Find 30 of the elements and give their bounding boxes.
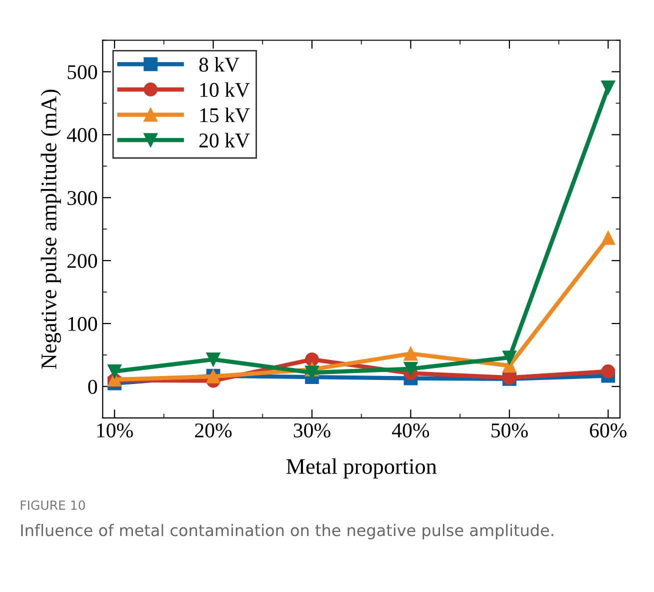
point [305,352,319,366]
y-tick-label: 500 [68,65,98,80]
legend-label: 20 kV [199,132,250,148]
legend-label: 10 kV [200,82,250,98]
y-tick-label: 400 [66,128,98,142]
text: Influence of metal contamination on the negative pulse amplitude. [21,524,554,540]
x-tick-label: 10% [97,423,133,438]
point [108,364,122,378]
x-tick-label: 60% [590,423,627,438]
point [601,230,616,245]
y-tick-label: 200 [67,254,98,268]
legend-label: 15 kV [200,108,250,122]
y-tick-label: 0 [88,380,98,394]
x-axis-title: Metal proportion [286,458,437,479]
legend-label: 8 kV [199,57,240,72]
point [502,350,516,364]
point [404,362,418,376]
x-tick-label: 20% [195,423,232,438]
point [601,80,616,94]
point [601,364,616,378]
y-axis-title: Negative pulse amplitude (mA) [40,90,62,369]
y-tick-label: 100 [68,316,98,331]
x-tick-label: 40% [392,423,430,438]
point [404,346,418,361]
x-tick-label: 30% [294,423,330,438]
x-tick-label: 50% [492,423,528,438]
point [305,366,319,380]
caption: FIGURE 10 [20,500,85,510]
point [206,352,220,366]
y-tick-label: 300 [68,191,98,206]
